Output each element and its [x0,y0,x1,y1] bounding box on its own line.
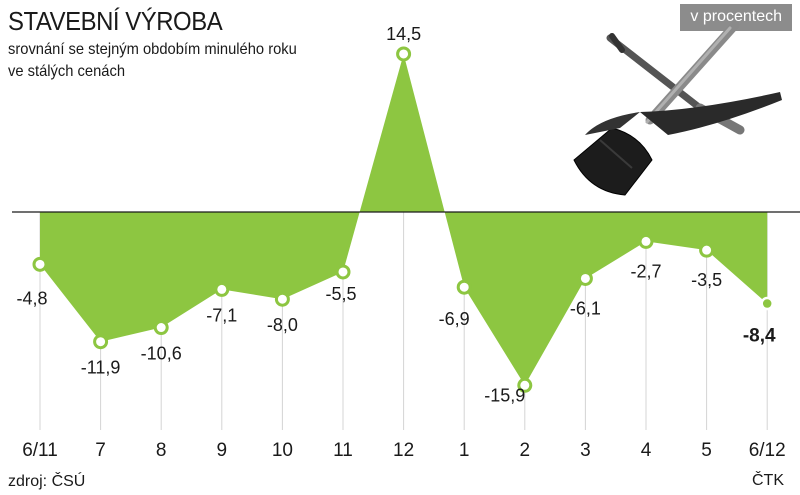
chart-title: STAVEBNÍ VÝROBA [8,6,223,36]
x-tick-label: 5 [701,440,712,461]
data-point [93,334,109,350]
series-markers [32,46,774,393]
data-point [32,256,48,272]
x-tick-label: 12 [393,440,414,461]
data-point [577,270,593,286]
agency-credit: ČTK [752,472,784,489]
x-tick-label: 9 [217,440,228,461]
subtitle-line-1: srovnání se stejným obdobím minulého rok… [8,41,297,58]
data-point [274,291,290,307]
x-tick-label: 6/11 [22,440,58,461]
data-point [456,279,472,295]
data-point [699,242,715,258]
x-tick-label: 11 [333,440,353,461]
data-point [214,281,230,297]
data-point [638,233,654,249]
source-note: zdroj: ČSÚ [8,473,86,490]
subtitle-line-2: ve stálých cenách [8,63,126,80]
x-tick-label: 8 [156,440,167,461]
data-point [396,46,412,62]
x-tick-label: 1 [459,440,470,461]
value-labels: -4,8 -11,9 -10,6 -7,1 -8,0 -5,5 14,5 -6,9 -15,9 -… [16,24,776,405]
x-tick-label: 2 [520,440,531,461]
unit-badge: v procentech [680,4,792,31]
data-label: -11,9 [81,358,121,378]
chart-subtitle: srovnání se stejným obdobím minulého rok… [8,39,312,83]
data-label: -10,6 [141,344,182,364]
x-tick-label: 3 [580,440,591,461]
data-point [760,296,774,311]
x-axis-tick-labels: 6/11 7 8 9 10 11 12 1 2 3 4 5 6/12 [22,440,785,461]
data-label: -5,5 [325,284,356,304]
data-label: -7,1 [206,305,237,325]
data-label: -15,9 [484,385,525,405]
shovel-and-pickaxe-icon [573,20,782,196]
data-label: -4,8 [16,288,47,308]
x-tick-label: 4 [641,440,652,461]
data-label: -3,5 [691,270,722,290]
series-area [40,53,768,386]
data-label: -6,9 [439,309,470,329]
x-tick-label: 7 [95,440,106,461]
data-point [153,320,169,336]
x-tick-label: 10 [272,440,293,461]
x-tick-label: 6/12 [749,440,786,461]
data-label: -2,7 [630,261,661,281]
data-label: 14,5 [386,24,421,44]
data-point [517,377,533,393]
data-label: -6,1 [570,298,601,318]
data-label: -8,0 [267,315,298,335]
data-label: -8,4 [743,326,776,347]
data-point [335,264,351,280]
